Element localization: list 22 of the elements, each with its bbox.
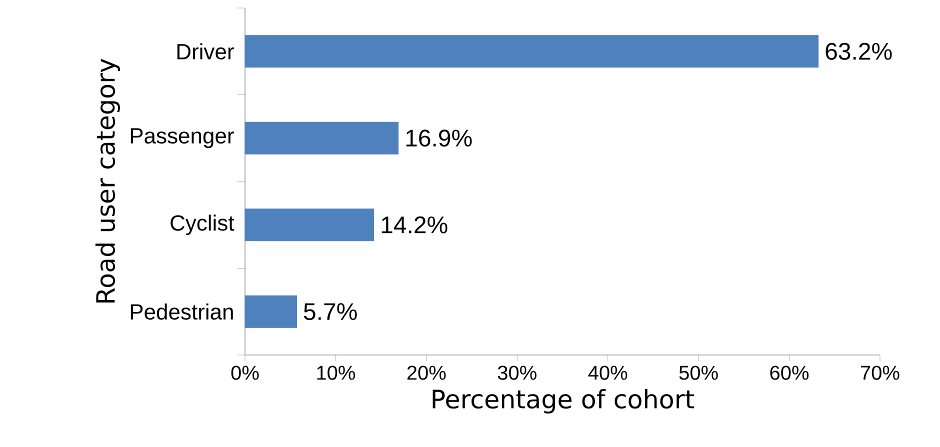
bar <box>244 122 399 154</box>
data-label: 14.2% <box>382 216 448 234</box>
data-label: 63.2% <box>826 42 892 60</box>
x-tick-label: 30% <box>498 366 536 380</box>
x-tick-label: 20% <box>407 366 446 380</box>
y-tick-label: Pedestrian <box>130 304 233 320</box>
y-tick-label: Passenger <box>130 128 234 148</box>
data-label: 16.9% <box>406 130 472 147</box>
x-tick-label: 10% <box>317 366 356 380</box>
data-label: 5.7% <box>304 303 357 320</box>
x-tick-label: 60% <box>770 366 809 380</box>
bar <box>244 35 819 68</box>
y-axis-title: Road user category <box>95 58 120 302</box>
y-tick-label: Driver <box>177 43 234 60</box>
bar <box>244 208 374 242</box>
bar <box>244 295 297 328</box>
y-tick-label: Cyclist <box>170 214 234 236</box>
x-tick-label: 50% <box>679 366 718 380</box>
x-axis-title: Percentage of cohort <box>432 389 694 414</box>
x-tick-label: 40% <box>588 366 628 380</box>
x-tick-label: 0% <box>231 366 259 380</box>
x-tick-label: 70% <box>861 366 900 380</box>
